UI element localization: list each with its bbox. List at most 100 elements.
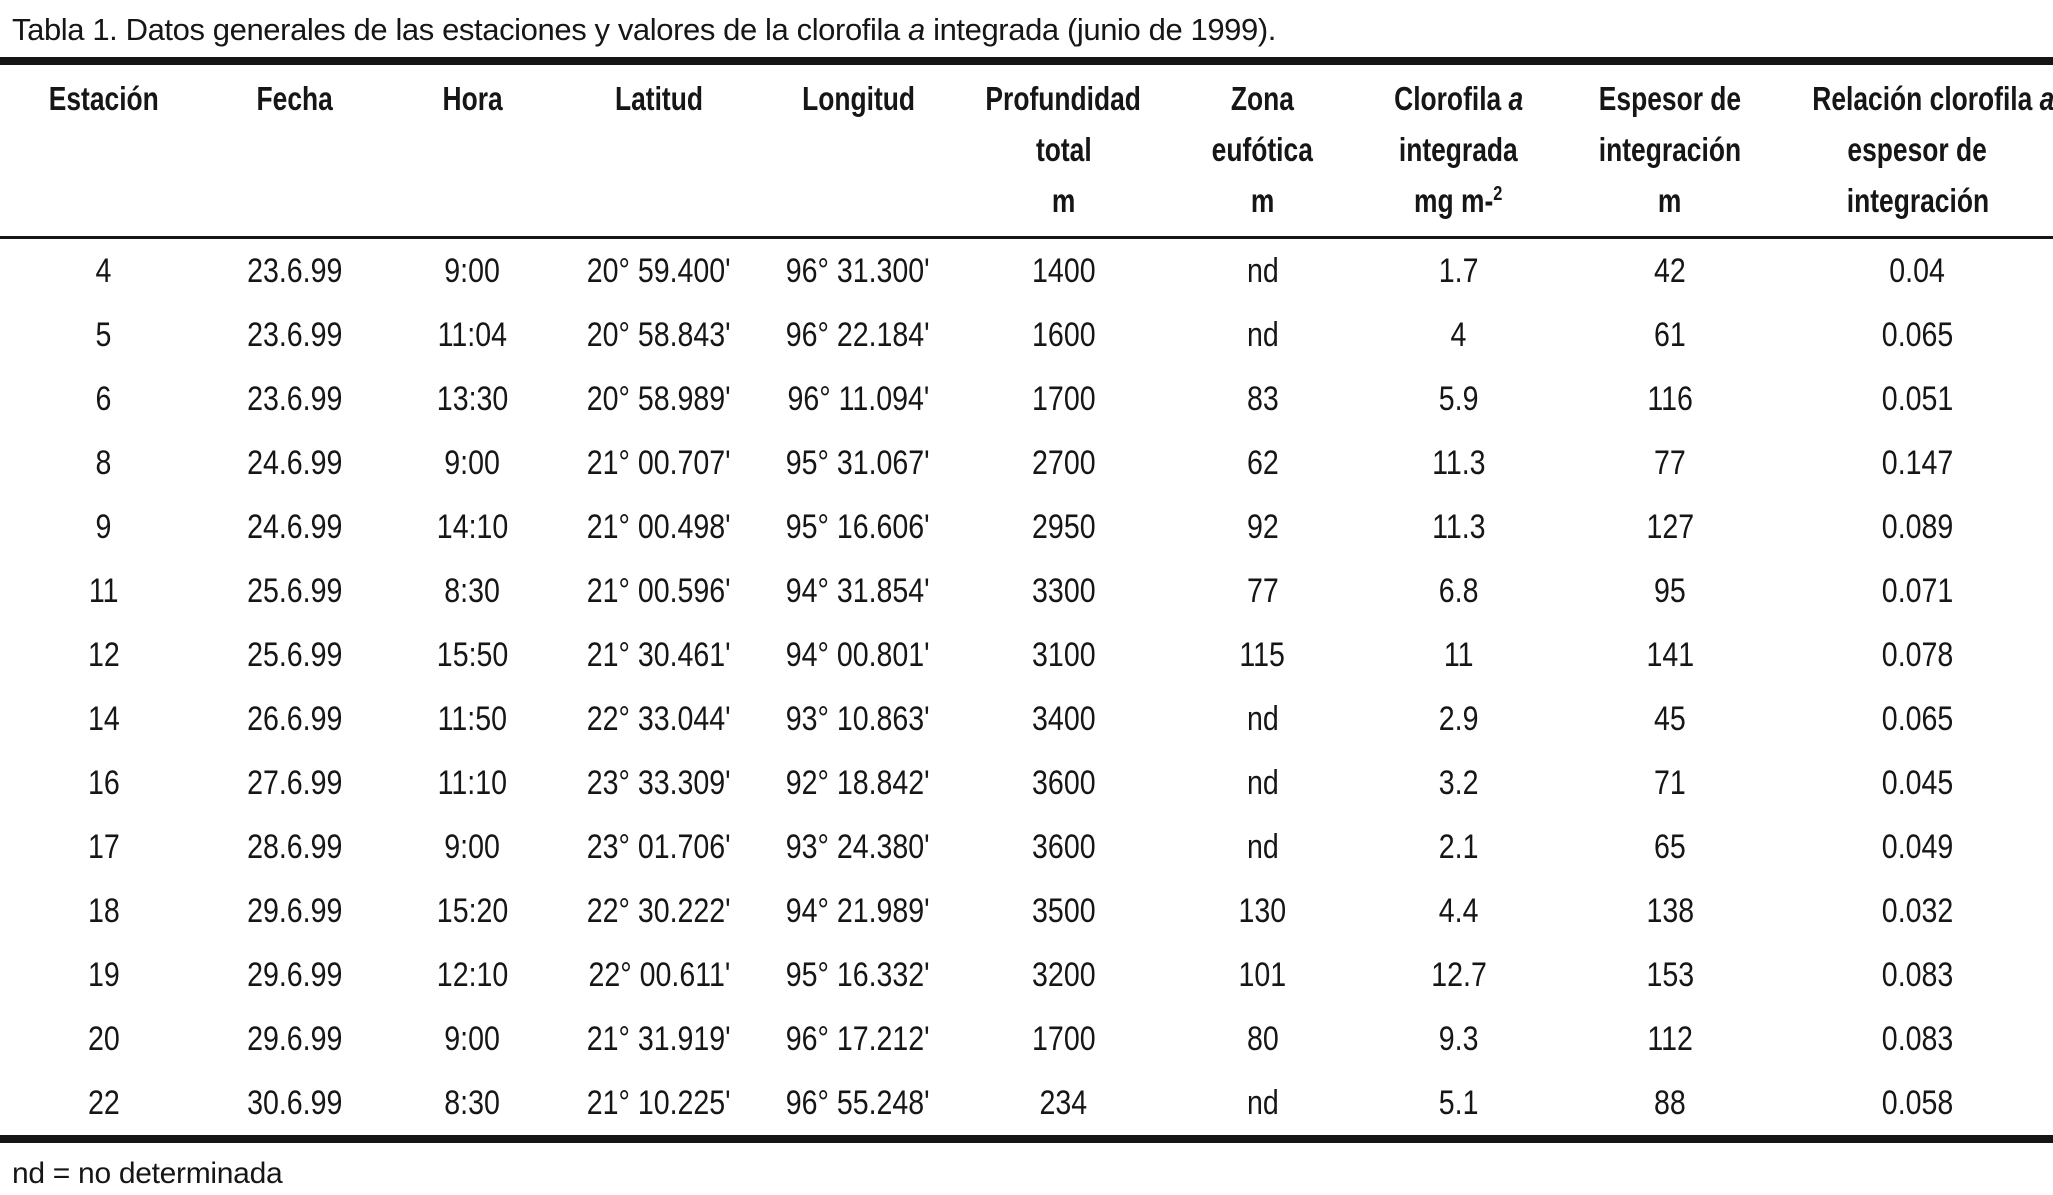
cell-text: 14 (87, 699, 120, 738)
cell-text: 96° 11.094' (787, 379, 930, 418)
table-row: 5 23.6.99 11:04 20° 58.843' 96° 22.184' 1600 n… (0, 303, 2053, 367)
header-line: Fecha (207, 73, 382, 124)
table-cell-hora: 8:30 (382, 559, 563, 623)
text-segment: integrada (junio de 1999). (924, 12, 1276, 47)
table-row: 4 23.6.99 9:00 20° 59.400' 96° 31.300' 1400 nd… (0, 238, 2053, 304)
cell-text: 127 (1646, 507, 1694, 546)
cell-text: nd (1246, 251, 1279, 290)
cell-text: 83 (1246, 379, 1279, 418)
header-text: eufótica (1212, 124, 1313, 175)
table-cell-profundidad-total: 3600 (961, 815, 1166, 879)
cell-text: 0.083 (1881, 955, 1954, 994)
table-cell-clorofila-integrada: 3.2 (1359, 751, 1558, 815)
cell-text: 2.1 (1438, 827, 1479, 866)
table-cell-espesor-integracion: 127 (1558, 495, 1782, 559)
table-cell-fecha: 24.6.99 (207, 495, 382, 559)
table-cell-longitud: 96° 22.184' (755, 303, 960, 367)
cell-text: 94° 31.854' (786, 571, 931, 610)
table-cell-estacion: 20 (0, 1007, 207, 1071)
header-line: Clorofila a (1359, 73, 1558, 124)
header-line: Zona (1166, 73, 1359, 124)
cell-text: 138 (1646, 891, 1694, 930)
cell-text: 30.6.99 (246, 1083, 343, 1122)
table-cell-estacion: 4 (0, 238, 207, 304)
cell-text: 0.089 (1881, 507, 1954, 546)
table-row: 19 29.6.99 12:10 22° 00.611' 95° 16.332' 3200… (0, 943, 2053, 1007)
header-line: Latitud (563, 73, 756, 124)
cell-text: 3600 (1031, 763, 1096, 802)
cell-text: 20° 59.400' (587, 251, 731, 290)
cell-text: 13:30 (436, 379, 508, 418)
table-cell-profundidad-total: 2700 (961, 431, 1166, 495)
table-cell-estacion: 11 (0, 559, 207, 623)
text-segment: integrada (1399, 131, 1519, 168)
cell-text: 115 (1239, 635, 1286, 674)
cell-text: 12 (87, 635, 120, 674)
cell-text: 1700 (1031, 1019, 1096, 1058)
header-text: espesor de (1848, 124, 1987, 175)
cell-text: 8 (95, 443, 112, 482)
table-row: 12 25.6.99 15:50 21° 30.461' 94° 00.801' 3100… (0, 623, 2053, 687)
header-text: Hora (442, 73, 502, 124)
cell-text: 9 (95, 507, 112, 546)
cell-text: 62 (1246, 443, 1279, 482)
table-cell-profundidad-total: 3200 (961, 943, 1166, 1007)
table-row: 18 29.6.99 15:20 22° 30.222' 94° 21.989' 3500… (0, 879, 2053, 943)
cell-text: 22° 00.611' (588, 955, 730, 994)
table-row: 9 24.6.99 14:10 21° 00.498' 95° 16.606' 2950 9… (0, 495, 2053, 559)
text-segment: Relación clorofila (1812, 80, 2040, 117)
cell-text: nd (1246, 699, 1279, 738)
table-cell-hora: 11:04 (382, 303, 563, 367)
cell-text: 96° 31.300' (786, 251, 931, 290)
table-row: 8 24.6.99 9:00 21° 00.707' 95° 31.067' 2700 62… (0, 431, 2053, 495)
table-cell-zona-eufotica: 80 (1166, 1007, 1359, 1071)
cell-text: 12.7 (1430, 955, 1487, 994)
table-cell-espesor-integracion: 61 (1558, 303, 1782, 367)
table-cell-longitud: 96° 17.212' (755, 1007, 960, 1071)
table-cell-latitud: 23° 01.706' (563, 815, 756, 879)
table-cell-estacion: 19 (0, 943, 207, 1007)
table-cell-relacion-clorofila: 0.071 (1782, 559, 2053, 623)
column-header-relacion-clorofila: Relación clorofila a espesor de integració… (1782, 61, 2053, 238)
column-header-profundidad-total: Profundidad total m (961, 61, 1166, 238)
cell-text: 0.058 (1881, 1083, 1954, 1122)
cell-text: 21° 00.498' (587, 507, 731, 546)
table-cell-espesor-integracion: 71 (1558, 751, 1782, 815)
cell-text: 29.6.99 (246, 1019, 343, 1058)
header-row: Estación Fecha Hora Latitud Longitud Profundi… (0, 61, 2053, 238)
text-segment: Clorofila (1394, 80, 1509, 117)
table-cell-hora: 9:00 (382, 1007, 563, 1071)
table-cell-zona-eufotica: 77 (1166, 559, 1359, 623)
cell-text: 88 (1654, 1083, 1686, 1122)
header-line: Longitud (755, 73, 960, 124)
cell-text: 3400 (1031, 699, 1096, 738)
cell-text: 3.2 (1438, 763, 1479, 802)
table-cell-longitud: 95° 16.606' (755, 495, 960, 559)
table-cell-zona-eufotica: nd (1166, 815, 1359, 879)
cell-text: 4.4 (1438, 891, 1479, 930)
cell-text: 22° 33.044' (587, 699, 731, 738)
cell-text: 25.6.99 (246, 635, 343, 674)
cell-text: 24.6.99 (246, 507, 343, 546)
cell-text: 3100 (1031, 635, 1096, 674)
cell-text: nd (1246, 763, 1279, 802)
cell-text: 92 (1246, 507, 1279, 546)
table-cell-relacion-clorofila: 0.049 (1782, 815, 2053, 879)
header-line: total (961, 124, 1166, 175)
column-header-espesor-integracion: Espesor de integración m (1558, 61, 1782, 238)
cell-text: 0.04 (1889, 251, 1946, 290)
table-cell-zona-eufotica: 92 (1166, 495, 1359, 559)
cell-text: 21° 00.596' (587, 571, 731, 610)
table-cell-estacion: 17 (0, 815, 207, 879)
table-cell-profundidad-total: 3100 (961, 623, 1166, 687)
table-cell-profundidad-total: 234 (961, 1071, 1166, 1139)
header-line: m (961, 175, 1166, 226)
table-cell-longitud: 93° 10.863' (755, 687, 960, 751)
text-segment: Estación (48, 80, 159, 117)
table-cell-estacion: 5 (0, 303, 207, 367)
table-cell-profundidad-total: 3500 (961, 879, 1166, 943)
header-line: m (1558, 175, 1782, 226)
cell-text: 11 (88, 571, 119, 610)
header-line: mg m-2 (1359, 175, 1558, 226)
cell-text: 26.6.99 (246, 699, 343, 738)
